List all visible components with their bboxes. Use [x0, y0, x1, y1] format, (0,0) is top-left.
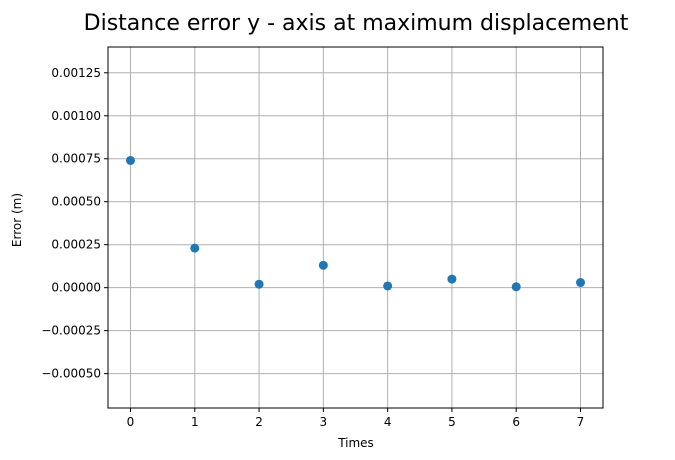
x-tick-label: 1 — [191, 415, 199, 429]
plot-frame — [107, 46, 604, 409]
x-ticks: 0 1 2 3 4 5 6 7 — [127, 408, 585, 429]
x-tick-label: 4 — [384, 415, 392, 429]
data-point — [126, 155, 135, 165]
y-tick-label: 0.00025 — [51, 238, 101, 252]
data-point — [383, 281, 393, 291]
data-point — [318, 260, 328, 270]
grid-lines — [108, 47, 603, 408]
chart-title: Distance error y - axis at maximum displ… — [84, 11, 629, 36]
y-tick-label: 0.00100 — [51, 109, 101, 123]
x-tick-label: 2 — [255, 415, 263, 429]
x-axis-label: Times — [337, 436, 374, 450]
y-tick-label: 0.00000 — [51, 281, 101, 295]
y-tick-label: −0.00050 — [41, 367, 101, 381]
y-tick-label: 0.00125 — [51, 66, 101, 80]
x-tick-label: 3 — [320, 415, 328, 429]
x-tick-label: 7 — [577, 415, 585, 429]
data-point — [190, 243, 200, 253]
y-tick-label: 0.00050 — [51, 195, 101, 209]
y-tick-label: 0.00075 — [51, 152, 101, 166]
y-axis-label: Error (m) — [10, 193, 24, 247]
y-tick-label: −0.00025 — [41, 324, 101, 338]
x-tick-label: 5 — [448, 415, 456, 429]
x-tick-label: 0 — [127, 415, 135, 429]
data-point — [511, 282, 521, 292]
data-point — [254, 279, 264, 289]
data-point — [447, 274, 457, 284]
y-ticks: −0.00050 −0.00025 0.00000 0.00025 0.00050 0.0… — [41, 66, 108, 381]
x-tick-label: 6 — [512, 415, 520, 429]
data-points — [126, 155, 585, 292]
data-point — [576, 278, 585, 288]
